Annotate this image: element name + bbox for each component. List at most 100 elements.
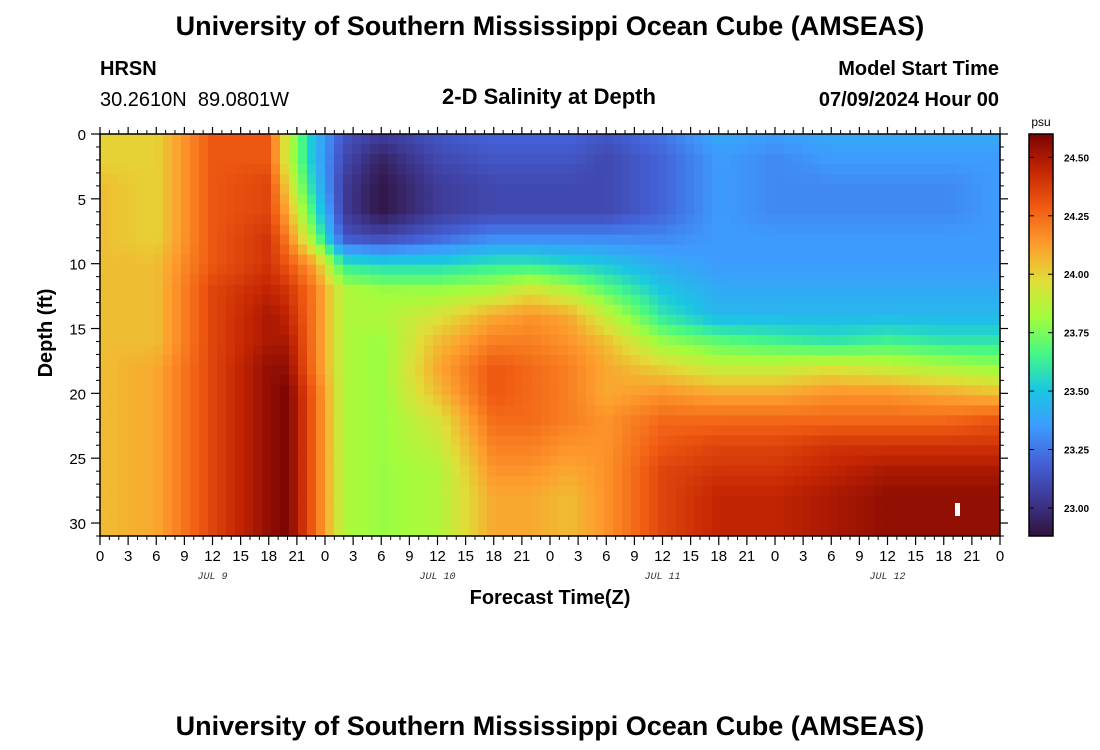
heatmap-cell [334,194,344,205]
heatmap-cell [190,455,200,467]
heatmap-cell [955,204,965,215]
heatmap-cell [523,385,533,396]
heatmap-cell [559,254,569,266]
heatmap-cell [775,495,785,507]
heatmap-cell [451,445,461,457]
heatmap-cell [604,304,614,316]
heatmap-cell [640,174,650,185]
heatmap-cell [208,375,218,386]
heatmap-cell [136,505,146,517]
heatmap-cell [181,274,191,286]
heatmap-cell [775,194,785,205]
heatmap-cell [586,515,596,527]
heatmap-cell [154,144,164,155]
heatmap-cell [109,425,119,437]
heatmap-cell [514,495,524,507]
heatmap-cell [595,244,605,256]
heatmap-cell [829,244,839,256]
heatmap-cell [811,495,821,507]
heatmap-cell [829,465,839,477]
heatmap-cell [163,154,173,165]
heatmap-cell [604,184,614,195]
heatmap-cell [991,365,1000,376]
model-start-value: 07/09/2024 Hour 00 [819,89,999,111]
heatmap-cell [451,314,461,326]
heatmap-cell [802,405,812,416]
heatmap-cell [127,355,137,366]
heatmap-cell [397,355,407,366]
heatmap-cell [451,375,461,386]
heatmap-cell [847,415,857,427]
heatmap-cell [334,515,344,527]
heatmap-cell [145,435,155,447]
heatmap-cell [316,224,326,236]
x-tick-label: 9 [405,548,413,565]
heatmap-cell [388,184,398,195]
heatmap-cell [937,405,947,416]
heatmap-cell [829,365,839,376]
heatmap-cell [667,244,677,256]
heatmap-cell [118,274,128,286]
heatmap-cell [937,134,947,145]
heatmap-cell [388,234,398,246]
heatmap-cell [811,304,821,316]
heatmap-cell [496,264,506,276]
heatmap-cell [145,515,155,527]
heatmap-cell [226,324,236,336]
heatmap-cell [919,254,929,266]
heatmap-cell [244,345,254,356]
heatmap-cell [244,224,254,236]
heatmap-cell [145,254,155,266]
heatmap-cell [568,385,578,396]
heatmap-cell [829,395,839,406]
heatmap-cell [694,435,704,447]
heatmap-cell [163,405,173,416]
heatmap-cell [991,395,1000,406]
heatmap-cell [829,234,839,246]
heatmap-cell [118,495,128,507]
x-tick-label: 12 [654,548,671,565]
heatmap-cell [820,324,830,336]
heatmap-cell [712,385,722,396]
heatmap-cell [253,435,263,447]
heatmap-cell [244,485,254,497]
heatmap-cell [298,455,308,467]
heatmap-cell [766,405,776,416]
heatmap-cell [838,174,848,185]
heatmap-cell [145,144,155,155]
heatmap-cell [397,525,407,536]
heatmap-cell [307,144,317,155]
heatmap-cell [262,274,272,286]
heatmap-cell [802,304,812,316]
heatmap-cell [307,204,317,215]
heatmap-cell [910,234,920,246]
heatmap-cell [298,355,308,366]
x-tick-label: 0 [96,548,104,565]
heatmap-cell [109,234,119,246]
heatmap-cell [631,465,641,477]
heatmap-cell [235,375,245,386]
heatmap-cell [955,455,965,467]
heatmap-cell [784,395,794,406]
heatmap-cell [262,174,272,185]
heatmap-cell [217,375,227,386]
heatmap-cell [829,505,839,517]
heatmap-cell [217,154,227,165]
heatmap-cell [136,515,146,527]
heatmap-cell [370,475,380,487]
heatmap-cell [334,375,344,386]
heatmap-cell [658,425,668,437]
heatmap-cell [523,294,533,306]
heatmap-cell [478,254,488,266]
heatmap-cell [793,274,803,286]
heatmap-cell [433,234,443,246]
heatmap-cell [280,395,290,406]
heatmap-cell [892,335,902,346]
heatmap-cell [271,134,281,145]
heatmap-cell [451,324,461,336]
heatmap-cell [748,134,758,145]
heatmap-cell [919,505,929,517]
heatmap-cell [136,425,146,437]
heatmap-cell [541,335,551,346]
heatmap-cell [226,194,236,205]
